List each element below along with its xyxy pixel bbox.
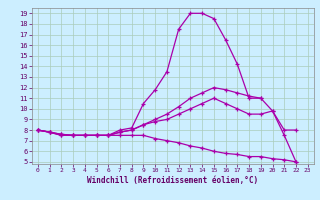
X-axis label: Windchill (Refroidissement éolien,°C): Windchill (Refroidissement éolien,°C) (87, 176, 258, 185)
